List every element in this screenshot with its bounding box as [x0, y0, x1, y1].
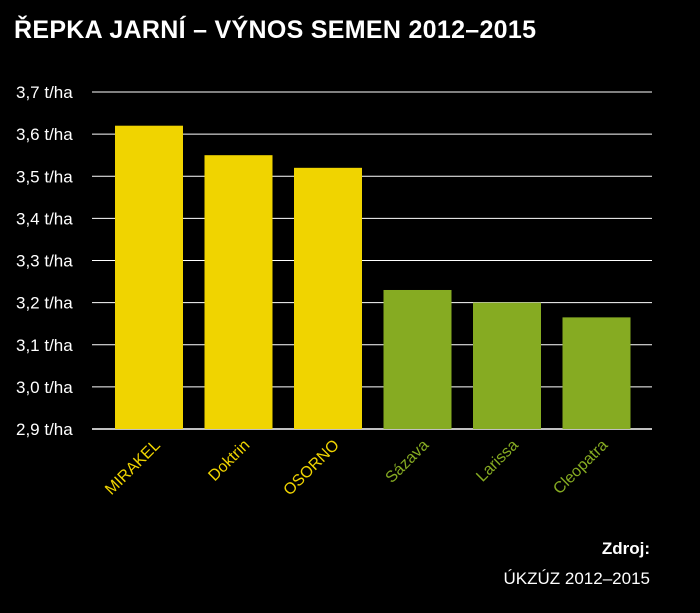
bar-cleopatra — [562, 317, 631, 429]
x-axis-category-labels: MIRAKEL Doktrin OSORNO Sázava Larissa Cleopat… — [102, 437, 611, 499]
y-tick-label: 3,4 t/ha — [16, 209, 73, 228]
x-category-label: OSORNO — [281, 437, 343, 499]
y-tick-label: 3,6 t/ha — [16, 125, 73, 144]
source-text: ÚKZÚZ 2012–2015 — [503, 569, 650, 588]
bar-osorno — [294, 167, 362, 429]
bar-sázava — [383, 289, 452, 429]
y-axis-tick-labels: 2,9 t/ha 3,0 t/ha 3,1 t/ha 3,2 t/ha 3,3 t/ha… — [16, 83, 73, 439]
y-tick-label: 3,1 t/ha — [16, 336, 73, 355]
x-category-label: Cleopatra — [550, 437, 611, 498]
y-tick-label: 3,7 t/ha — [16, 83, 73, 102]
x-category-label: Larissa — [473, 437, 522, 486]
y-tick-label: 2,9 t/ha — [16, 420, 73, 439]
bar-doktrin — [204, 155, 273, 429]
y-tick-label: 3,2 t/ha — [16, 294, 73, 313]
x-category-label: MIRAKEL — [102, 437, 164, 499]
bar-larissa — [473, 302, 541, 429]
source-label: Zdroj: — [601, 539, 650, 558]
bars — [115, 125, 631, 429]
x-category-label: Doktrin — [205, 437, 253, 485]
y-tick-label: 3,3 t/ha — [16, 252, 73, 271]
x-category-label: Sázava — [383, 437, 433, 487]
gridlines — [92, 91, 652, 430]
bar-mirakel — [115, 125, 183, 429]
chart-title: ŘEPKA JARNÍ – VÝNOS SEMEN 2012–2015 — [14, 16, 537, 44]
y-tick-label: 3,5 t/ha — [16, 167, 73, 186]
y-tick-label: 3,0 t/ha — [16, 378, 73, 397]
